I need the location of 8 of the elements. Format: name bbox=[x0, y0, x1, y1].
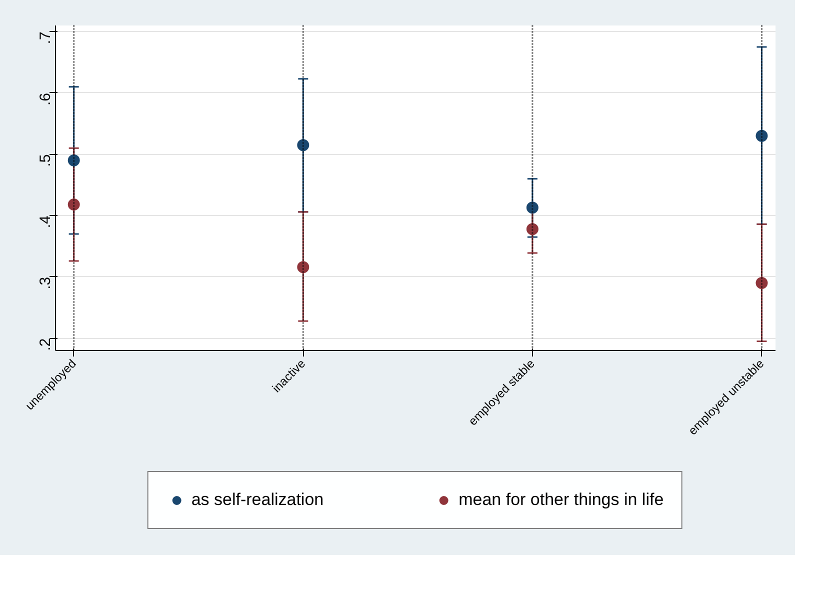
y-tick-label: .6 bbox=[37, 92, 54, 106]
legend-label: mean for other things in life bbox=[458, 490, 664, 510]
y-tick-label: .7 bbox=[37, 32, 54, 44]
legend-label: as self-realization bbox=[191, 490, 324, 510]
y-tick-label: .2 bbox=[37, 338, 54, 351]
y-tick-label: .3 bbox=[37, 276, 54, 290]
y-tick-label: .5 bbox=[37, 154, 54, 167]
y-tick-label: .4 bbox=[37, 216, 54, 228]
